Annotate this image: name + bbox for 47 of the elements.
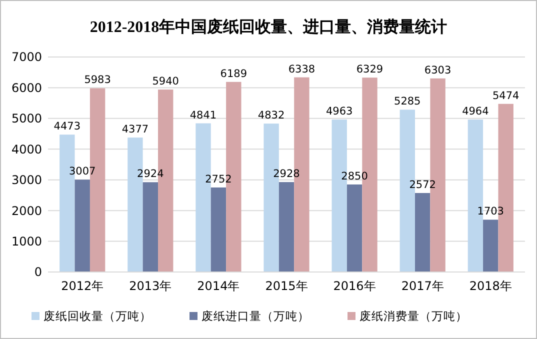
chart-title: 2012-2018年中国废纸回收量、进口量、消费量统计	[90, 18, 448, 36]
data-label: 6189	[220, 68, 248, 80]
x-tick-label: 2012年	[61, 279, 104, 293]
data-label: 6338	[288, 63, 316, 76]
data-label: 5285	[394, 96, 421, 108]
data-label: 6303	[424, 64, 452, 76]
bar	[142, 182, 158, 272]
bar	[346, 184, 362, 272]
data-label: 5983	[84, 74, 111, 86]
data-label: 2752	[205, 173, 232, 186]
data-label: 3007	[68, 166, 96, 178]
data-label: 5940	[152, 76, 179, 88]
y-tick-label: 4000	[11, 142, 42, 156]
x-tick-label: 2017年	[401, 279, 444, 293]
data-label: 4377	[122, 124, 149, 136]
y-tick-label: 3000	[11, 173, 42, 188]
data-label: 4832	[258, 110, 285, 122]
y-tick-label: 5000	[11, 112, 42, 126]
y-tick-label: 0	[34, 265, 42, 280]
legend-label: 废纸回收量（万吨）	[44, 309, 152, 324]
bar	[483, 220, 498, 272]
legend-label: 废纸进口量（万吨）	[202, 309, 310, 324]
x-tick-label: 2018年	[469, 279, 512, 293]
x-tick-label: 2013年	[129, 279, 172, 293]
data-label: 4473	[54, 120, 81, 133]
bar	[74, 180, 90, 272]
x-tick-label: 2014年	[197, 279, 240, 293]
bar	[278, 182, 294, 272]
bar	[414, 193, 430, 272]
data-label: 2924	[137, 168, 164, 180]
data-label: 6329	[356, 64, 384, 76]
data-label: 4841	[190, 109, 217, 122]
y-tick-label: 6000	[11, 80, 42, 95]
x-tick-label: 2016年	[333, 279, 376, 293]
data-label: 2572	[409, 179, 436, 192]
data-label: 2928	[273, 168, 300, 180]
legend-label: 废纸消费量（万吨）	[360, 309, 468, 324]
y-tick-label: 2000	[11, 204, 42, 218]
y-tick-label: 1000	[11, 234, 42, 248]
data-label: 4963	[326, 106, 353, 118]
data-label: 2850	[341, 170, 368, 182]
data-label: 4964	[462, 106, 490, 118]
bar	[210, 187, 226, 272]
x-tick-label: 2015年	[265, 279, 308, 293]
y-tick-label: 7000	[11, 50, 42, 64]
data-label: 1703	[477, 206, 504, 218]
data-label: 5474	[492, 90, 520, 102]
